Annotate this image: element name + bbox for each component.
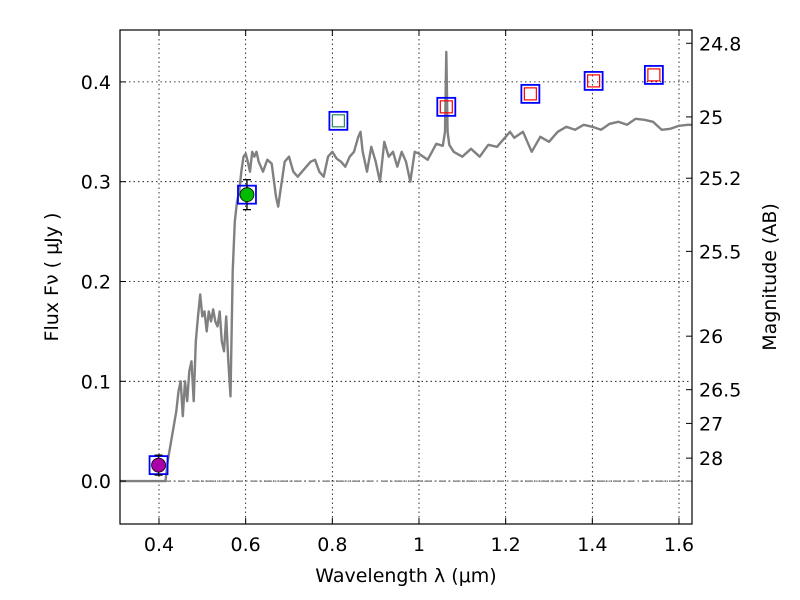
x-tick-label: 0.6 [231, 534, 261, 556]
x-tick-label: 1 [413, 534, 425, 556]
photometry-box [520, 83, 541, 104]
y2-tick-label: 26 [699, 326, 723, 348]
photometry-box [436, 96, 457, 117]
photometry-inner-box [439, 100, 453, 114]
y-tick-label: 0.3 [81, 172, 111, 194]
y-tick-label: 0.2 [81, 271, 111, 293]
y2-tick-label: 27 [699, 413, 723, 435]
y-tick-label: 0.1 [81, 371, 111, 393]
x-tick-label: 1.6 [664, 534, 694, 556]
photometry-layer [148, 65, 664, 476]
photometry-box [643, 65, 664, 85]
photometry-inner-box [647, 68, 661, 82]
y2-tick-label: 24.8 [699, 33, 741, 55]
y2-tick-label: 25.5 [699, 241, 741, 263]
detection-point [151, 457, 166, 473]
sed-model-line [120, 50, 692, 483]
y2-tick-label: 26.5 [699, 380, 741, 402]
y2-tick-label: 25 [699, 107, 723, 129]
y2-tick-label: 28 [699, 448, 723, 470]
x-tick-label: 0.4 [144, 534, 174, 556]
x-axis-label: Wavelength λ (μm) [315, 565, 496, 587]
photometry-box [583, 70, 604, 91]
detection-layer [151, 179, 255, 476]
x-tick-label: 1.4 [577, 534, 607, 556]
y2-axis-label: Magnitude (AB) [759, 203, 781, 351]
y-tick-label: 0.0 [81, 471, 111, 493]
ticks [120, 30, 692, 524]
photometry-inner-box [331, 114, 345, 128]
photometry-box [328, 110, 349, 131]
x-tick-label: 1.2 [491, 534, 521, 556]
detection-point [239, 187, 255, 203]
y-axis-label: Flux Fν ( μJy ) [41, 213, 63, 342]
x-tick-label: 0.8 [317, 534, 347, 556]
sed-layer [120, 50, 692, 483]
photometry-inner-box [587, 74, 601, 88]
plot-frame [119, 29, 693, 525]
y2-tick-label: 25.2 [699, 168, 741, 190]
tick-labels: 0.4 0.6 0.8 1 1.2 1.4 1.6 0.0 0.1 0.2 0.3 0.4 24.8 25… [81, 33, 742, 556]
photometry-inner-box [523, 87, 537, 101]
y-tick-label: 0.4 [81, 72, 111, 94]
